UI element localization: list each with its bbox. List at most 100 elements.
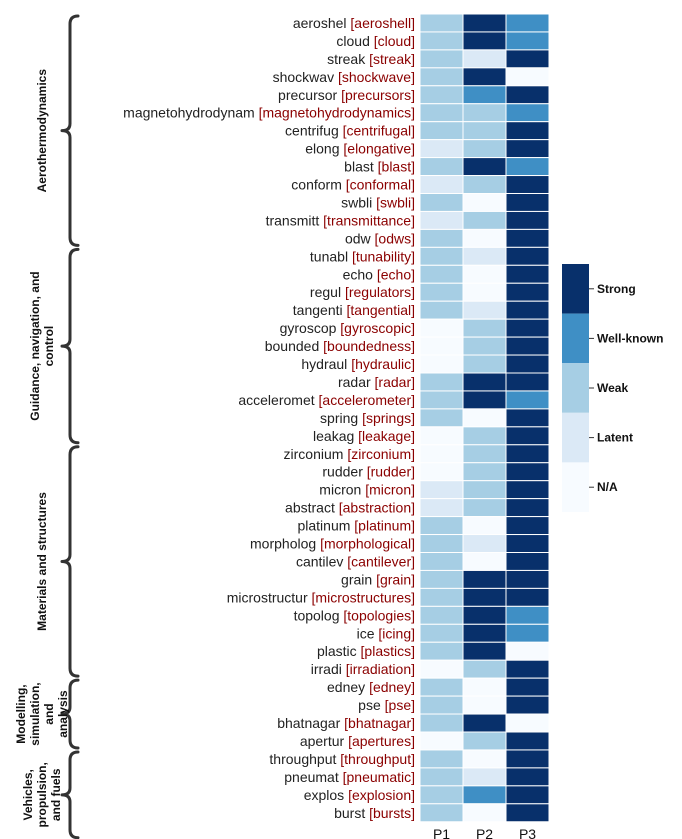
heatmap-cell bbox=[419, 803, 464, 823]
row-label: morpholog [morphological] bbox=[250, 536, 415, 552]
heatmap-cell bbox=[505, 498, 550, 518]
column-label: P2 bbox=[476, 826, 493, 839]
heatmap-cell bbox=[419, 210, 464, 230]
colorbar-label: Latent bbox=[597, 431, 633, 445]
row-label: bounded [boundedness] bbox=[265, 338, 415, 354]
heatmap-cell bbox=[505, 228, 550, 248]
row-stem: spring bbox=[320, 410, 362, 426]
heatmap-cell bbox=[462, 157, 507, 177]
heatmap-cell bbox=[462, 695, 507, 715]
heatmap-cell bbox=[419, 318, 464, 338]
row-stem: conform bbox=[291, 177, 345, 193]
row-word: [leakage] bbox=[358, 428, 415, 444]
row-label: ice [icing] bbox=[357, 625, 415, 641]
heatmap-cell bbox=[505, 336, 550, 356]
heatmap-cell bbox=[505, 67, 550, 87]
heatmap-cell bbox=[462, 803, 507, 823]
row-word: [shockwave] bbox=[338, 69, 415, 85]
row-stem: blast bbox=[344, 159, 377, 175]
heatmap-cell bbox=[462, 210, 507, 230]
heatmap-cell bbox=[505, 13, 550, 33]
heatmap-cell bbox=[419, 193, 464, 212]
row-stem: centrifug bbox=[285, 123, 343, 139]
row-stem: grain bbox=[341, 571, 376, 587]
row-stem: abstract bbox=[285, 500, 339, 516]
row-word: [gyroscopic] bbox=[340, 320, 415, 336]
heatmap-cell bbox=[505, 516, 550, 536]
heatmap-cell bbox=[505, 749, 550, 769]
row-word: [platinum] bbox=[354, 518, 415, 534]
row-word: [elongative] bbox=[343, 141, 415, 157]
heatmap-cell bbox=[419, 246, 464, 266]
heatmap-cell bbox=[419, 300, 464, 320]
row-label: abstract [abstraction] bbox=[285, 500, 415, 516]
heatmap-cell bbox=[505, 390, 550, 410]
heatmap-cell bbox=[505, 372, 550, 392]
row-labels: aeroshel [aeroshell] cloud [cloud] streak … bbox=[123, 15, 415, 821]
heatmap-cell bbox=[462, 246, 507, 266]
row-label: pse [pse] bbox=[358, 697, 415, 713]
heatmap-cell bbox=[419, 659, 464, 679]
heatmap-cell bbox=[419, 605, 464, 625]
row-stem: transmitt bbox=[266, 212, 324, 228]
heatmap-cell bbox=[419, 354, 464, 374]
row-stem: bhatnagar bbox=[277, 715, 344, 731]
row-word: [hydraulic] bbox=[351, 356, 415, 372]
row-stem: leakag bbox=[313, 428, 358, 444]
row-stem: shockwav bbox=[273, 69, 338, 85]
heatmap-cell bbox=[462, 480, 507, 500]
row-label: apertur [apertures] bbox=[300, 733, 415, 749]
row-word: [conformal] bbox=[346, 177, 415, 193]
heatmap-cell bbox=[419, 103, 464, 123]
row-label: plastic [plastics] bbox=[317, 643, 415, 659]
row-label: radar [radar] bbox=[338, 374, 415, 390]
heatmap-cell bbox=[462, 605, 507, 625]
row-label: leakag [leakage] bbox=[313, 428, 415, 444]
heatmap-cell bbox=[505, 103, 550, 123]
row-stem: tangenti bbox=[293, 302, 347, 318]
heatmap-cell bbox=[419, 264, 464, 284]
row-label: precursor [precursors] bbox=[278, 87, 415, 103]
heatmap-cell bbox=[419, 749, 464, 769]
heatmap-cell bbox=[419, 372, 464, 392]
heatmap-cell bbox=[462, 318, 507, 338]
colorbar-segment bbox=[562, 363, 589, 413]
heatmap-cell bbox=[505, 803, 550, 823]
group-labels: Aerothermodynamics Guidance, navigation, … bbox=[14, 69, 70, 828]
row-label: blast [blast] bbox=[344, 159, 415, 175]
row-label: pneumat [pneumatic] bbox=[284, 769, 415, 785]
heatmap-cell bbox=[419, 552, 464, 571]
heatmap-cell bbox=[419, 498, 464, 518]
heatmap-cell bbox=[462, 534, 507, 553]
heatmap-cell bbox=[462, 67, 507, 87]
heatmap-cell bbox=[505, 354, 550, 374]
heatmap-cell bbox=[505, 587, 550, 607]
row-word: [morphological] bbox=[320, 536, 415, 552]
heatmap-cell bbox=[419, 516, 464, 536]
heatmap-cell bbox=[419, 641, 464, 661]
colorbar-segment bbox=[562, 264, 589, 314]
heatmap-cell bbox=[505, 282, 550, 302]
heatmap-cell bbox=[419, 175, 464, 195]
row-stem: hydraul bbox=[301, 356, 351, 372]
heatmap-cell bbox=[505, 641, 550, 661]
heatmap-cell bbox=[419, 462, 464, 482]
heatmap-cell bbox=[505, 157, 550, 177]
group-brackets bbox=[60, 14, 80, 839]
row-stem: elong bbox=[305, 141, 343, 157]
row-word: [boundedness] bbox=[323, 338, 415, 354]
heatmap-cell bbox=[462, 264, 507, 284]
row-stem: pse bbox=[358, 697, 384, 713]
row-word: [irradiation] bbox=[346, 661, 415, 677]
row-stem: cloud bbox=[336, 33, 373, 49]
row-word: [transmittance] bbox=[323, 212, 415, 228]
row-word: [echo] bbox=[377, 266, 415, 282]
row-stem: morpholog bbox=[250, 536, 320, 552]
group-label: Modelling,simulation,andanalysis bbox=[14, 682, 70, 745]
heatmap-cell bbox=[419, 390, 464, 410]
colorbar-segment bbox=[562, 313, 589, 364]
row-label: centrifug [centrifugal] bbox=[285, 123, 415, 139]
row-label: hydraul [hydraulic] bbox=[301, 356, 415, 372]
heatmap-cell bbox=[462, 444, 507, 464]
row-word: [bursts] bbox=[369, 805, 415, 821]
